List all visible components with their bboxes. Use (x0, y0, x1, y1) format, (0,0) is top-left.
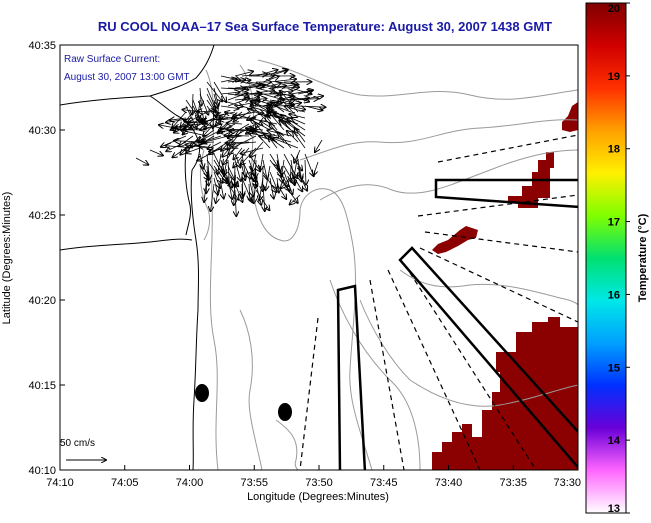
colorbar-tick-label: 13 (608, 503, 620, 515)
colorbar-tick-label: 18 (608, 144, 620, 156)
scale-vector-label: 50 cm/s (60, 438, 95, 449)
colorbar-label: Temperature (°C) (637, 213, 649, 302)
x-axis-label: Longitude (Degrees:Minutes) (247, 491, 389, 503)
annotation-line-1: Raw Surface Current: (64, 54, 160, 65)
annotation-line-2: August 30, 2007 13:00 GMT (64, 72, 190, 83)
y-tick-label: 40:20 (28, 295, 56, 307)
y-tick-label: 40:35 (28, 40, 56, 52)
x-tick-label: 73:30 (553, 477, 581, 489)
y-tick-label: 40:10 (28, 465, 56, 477)
colorbar (586, 3, 626, 513)
x-tick-label: 74:05 (111, 477, 139, 489)
x-tick-label: 73:35 (499, 477, 527, 489)
x-tick-label: 73:40 (435, 477, 463, 489)
x-tick-label: 74:00 (176, 477, 204, 489)
y-tick-label: 40:15 (28, 380, 56, 392)
y-axis-label: Latitude (Degrees:Minutes) (1, 192, 13, 325)
x-tick-label: 73:50 (305, 477, 333, 489)
colorbar-tick-label: 20 (608, 3, 620, 15)
colorbar-tick-label: 16 (608, 289, 620, 301)
colorbar-tick-label: 17 (608, 217, 620, 229)
colorbar-tick-label: 19 (608, 71, 620, 83)
x-tick-label: 73:45 (370, 477, 398, 489)
marker-dot (195, 384, 209, 402)
current-vector (242, 184, 243, 198)
x-tick-label: 73:55 (240, 477, 268, 489)
x-tick-label: 74:10 (46, 477, 74, 489)
colorbar-tick-label: 14 (608, 435, 621, 447)
chart-title: RU COOL NOAA–17 Sea Surface Temperature:… (98, 19, 552, 34)
colorbar-tick-label: 15 (608, 362, 620, 374)
y-tick-label: 40:25 (28, 210, 56, 222)
y-tick-label: 40:30 (28, 125, 56, 137)
marker-dot (278, 403, 292, 421)
